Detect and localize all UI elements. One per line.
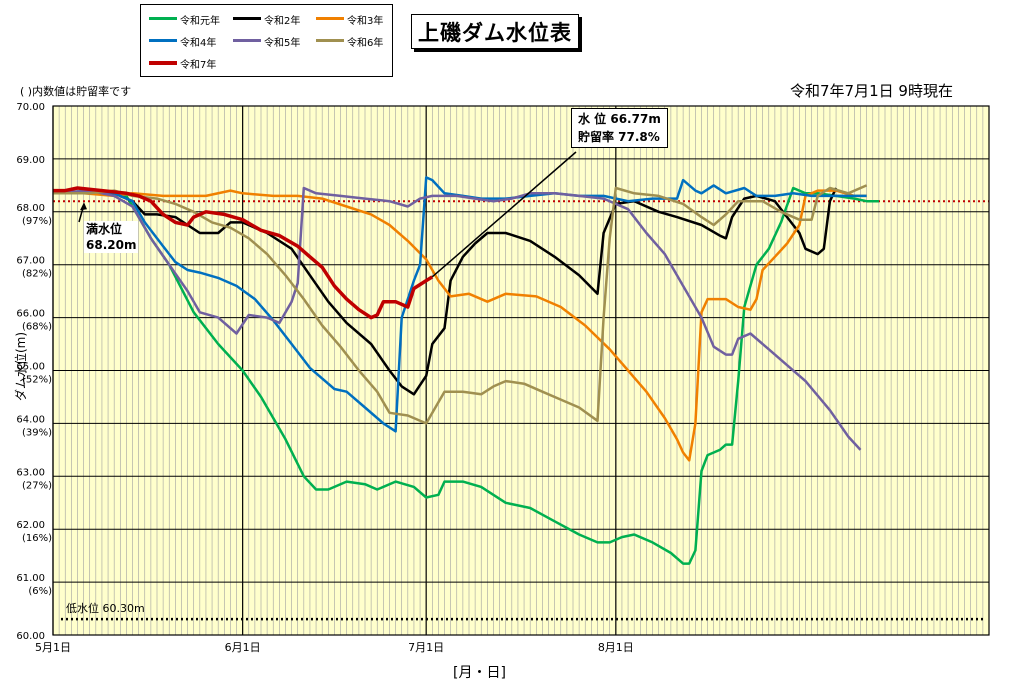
y-tick-label: 66.00 <box>16 309 45 320</box>
axes: 70.00 69.00 68.00 (97%) 67.00 (82%) 66.00 (68%)… <box>16 102 990 654</box>
series-line <box>52 176 867 433</box>
y-tick-label: 64.00 <box>16 414 45 425</box>
y-tick-rate: (39%) <box>22 427 52 438</box>
y-tick-rate: (97%) <box>22 216 52 227</box>
x-tick-label: 5月1日 <box>35 641 71 654</box>
x-tick-label: 7月1日 <box>408 641 444 654</box>
series-lines <box>52 176 879 565</box>
legend: 令和元年 令和2年 令和3年令和4年 令和5年 令和6年令和7年 <box>140 4 393 77</box>
y-tick-label: 68.00 <box>16 203 45 214</box>
legend-label: 令和元年 <box>180 16 220 27</box>
legend-label: 令和4年 <box>180 38 217 49</box>
reference-lines <box>53 200 989 621</box>
y-tick-label: 61.00 <box>16 573 45 584</box>
series-line <box>52 186 862 451</box>
full-level-title: 満水位 <box>86 222 123 236</box>
y-tick-label: 63.00 <box>16 467 45 478</box>
y-tick-rate: (27%) <box>22 480 52 491</box>
full-level-label: 満水位 68.20m <box>84 221 139 253</box>
legend-swatch <box>149 39 177 42</box>
legend-swatch <box>233 39 261 42</box>
series-line <box>53 187 838 396</box>
y-tick-label: 60.00 <box>16 631 45 642</box>
y-tick-rate: (6%) <box>28 586 52 597</box>
y-tick-label: 62.00 <box>16 520 45 531</box>
annotation-leader-line <box>431 151 577 278</box>
y-tick-label: 65.00 <box>16 362 45 373</box>
legend-label: 令和7年 <box>180 60 217 71</box>
y-tick-rate: (52%) <box>22 375 52 386</box>
y-tick-rate: (68%) <box>22 322 52 333</box>
legend-swatch <box>316 39 344 42</box>
y-tick-label: 70.00 <box>16 102 45 113</box>
low-level-label: 低水位 60.30m <box>66 602 145 615</box>
legend-swatch <box>149 17 177 20</box>
series-line <box>53 186 879 565</box>
chart-title: 上磯ダム水位表 <box>411 14 579 49</box>
x-tick-label: 8月1日 <box>598 641 634 654</box>
legend-label: 令和5年 <box>264 38 301 49</box>
full-level-arrowhead <box>80 202 87 211</box>
legend-swatch <box>316 17 344 20</box>
y-tick-label: 69.00 <box>16 155 45 166</box>
current-level-annotation: 水 位 66.77m 貯留率 77.8% <box>571 108 668 148</box>
full-level-value: 68.20m <box>86 238 137 252</box>
annotation-storage-rate: 貯留率 77.8% <box>578 130 660 144</box>
x-axis-label: [月・日] <box>453 665 506 681</box>
storage-rate-note: ( )内数値は貯留率です <box>20 85 132 98</box>
y-axis-label: ダム水位(m) <box>14 331 29 402</box>
legend-label: 令和6年 <box>347 38 384 49</box>
legend-label: 令和3年 <box>347 16 384 27</box>
legend-swatch <box>233 17 261 20</box>
series-line <box>53 189 867 462</box>
legend-swatch <box>149 61 177 65</box>
annotation-water-level: 水 位 66.77m <box>578 112 661 126</box>
y-tick-label: 67.00 <box>16 256 45 267</box>
legend-label: 令和2年 <box>264 16 301 27</box>
x-tick-label: 6月1日 <box>225 641 261 654</box>
plot-frame <box>52 105 990 636</box>
series-line <box>53 186 434 320</box>
current-time: 令和7年7月1日 9時現在 <box>790 82 953 100</box>
y-tick-rate: (16%) <box>22 533 52 544</box>
y-tick-rate: (82%) <box>22 269 52 280</box>
series-line <box>53 184 868 425</box>
